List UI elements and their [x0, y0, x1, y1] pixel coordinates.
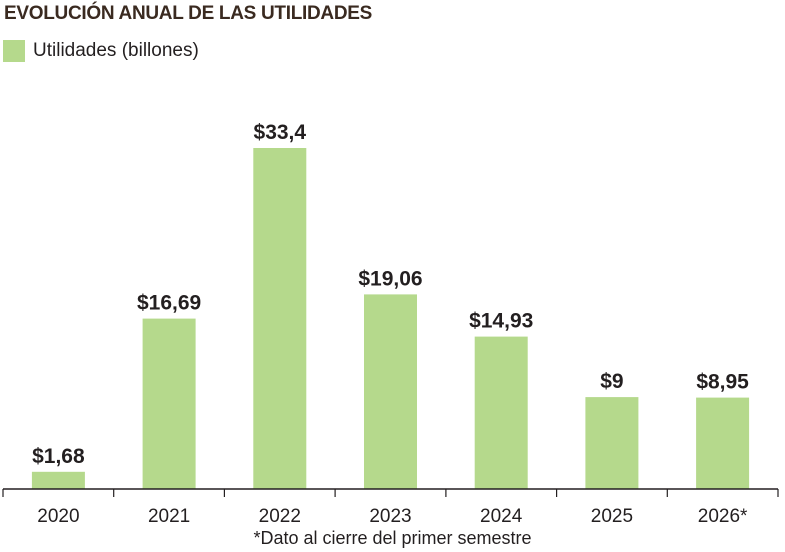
bar-2021 [142, 318, 196, 489]
footnote: *Dato al cierre del primer semestre [253, 528, 532, 548]
data-label-2020: $1,68 [32, 445, 85, 468]
bar-2020 [31, 471, 85, 489]
x-tick-label-2020: 2020 [37, 506, 79, 527]
x-tick-label-2021: 2021 [148, 506, 190, 527]
data-label-2022: $33,4 [254, 121, 307, 144]
bar-2025 [585, 397, 639, 489]
data-label-2023: $19,06 [358, 267, 422, 290]
legend-label: Utilidades (billones) [33, 40, 199, 61]
data-label-2025: $9 [600, 370, 623, 393]
x-tick-label-2026: 2026* [698, 506, 748, 527]
legend: Utilidades (billones) [3, 40, 199, 62]
bar-2024 [474, 336, 528, 489]
data-label-2021: $16,69 [137, 292, 201, 315]
bar-2026 [696, 397, 750, 489]
bar-2023 [364, 294, 417, 489]
bar-2022 [253, 148, 307, 489]
legend-swatch [3, 40, 25, 62]
x-tick-label-2024: 2024 [480, 506, 523, 527]
data-label-2026: $8,95 [696, 371, 749, 394]
data-label-2024: $14,93 [469, 310, 533, 333]
chart-title: EVOLUCIÓN ANUAL DE LAS UTILIDADES [4, 3, 373, 24]
x-tick-label-2023: 2023 [369, 506, 411, 527]
x-tick-label-2025: 2025 [591, 506, 633, 527]
x-tick-label-2022: 2022 [259, 506, 301, 527]
